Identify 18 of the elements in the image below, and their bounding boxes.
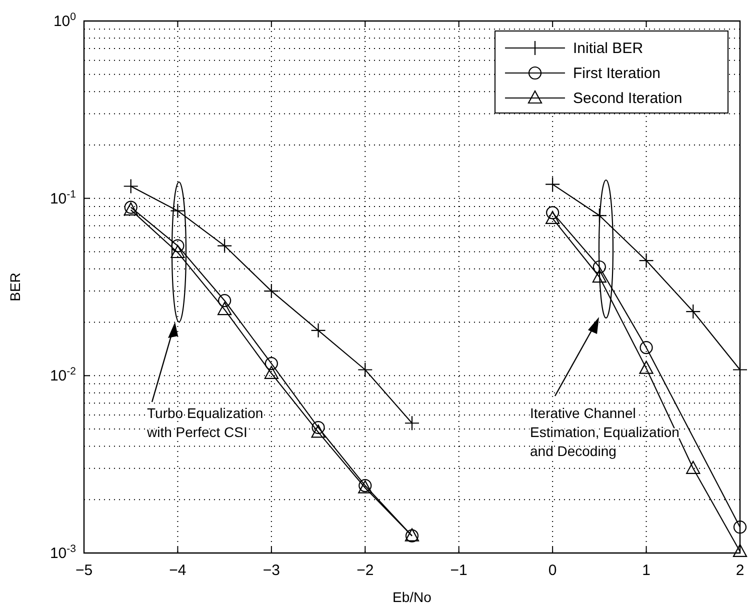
annotation: Turbo Equalization with Perfect CSI (146, 405, 264, 440)
y-tick-label: 10$^{-1}$ (50, 188, 76, 208)
x-tick-label: −5 (75, 562, 93, 579)
legend-label: Second Iteration (573, 90, 682, 107)
y-tick-label: 10$^{0}$ (53, 11, 76, 30)
x-tick-label: −2 (356, 562, 374, 579)
y-tick-label: 10$^{-2}$ (50, 366, 76, 385)
y-tick-label: 10$^{-3}$ (50, 543, 76, 562)
x-tick-label: −1 (450, 562, 468, 579)
x-axis-title: Eb/No (392, 589, 432, 605)
x-tick-label: 2 (736, 562, 744, 579)
x-tick-label: −4 (169, 562, 186, 579)
x-tick-label: 1 (642, 562, 650, 579)
legend-label: First Iteration (573, 65, 661, 82)
y-axis-title: BER (7, 272, 23, 302)
legend-label: Initial BER (573, 40, 644, 57)
x-tick-label: −3 (262, 562, 280, 579)
x-tick-label: 0 (548, 562, 557, 579)
